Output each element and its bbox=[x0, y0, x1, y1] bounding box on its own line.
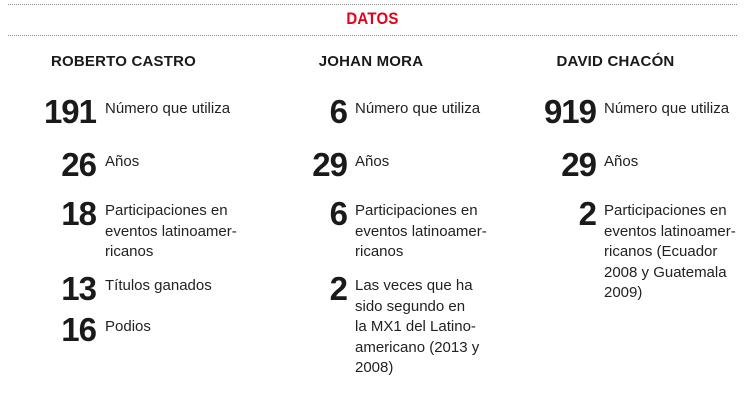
fact-text: Años bbox=[355, 153, 390, 170]
fact-number: 18 bbox=[61, 195, 97, 232]
top-dotted-rule bbox=[8, 4, 737, 5]
fact-text: Las veces que ha sido segundo en la MX1 … bbox=[355, 277, 480, 376]
fact-number: 26 bbox=[61, 146, 97, 183]
fact-text: Participaciones en eventos latinoamer- r… bbox=[105, 202, 237, 260]
fact-number: 2 bbox=[578, 195, 597, 232]
fact-text: Podios bbox=[105, 318, 151, 335]
fact-number: 6 bbox=[329, 93, 348, 130]
fact-number: 6 bbox=[329, 195, 348, 232]
fact-number: 919 bbox=[543, 93, 597, 130]
section-title: DATOS bbox=[346, 9, 399, 28]
fact-text: Años bbox=[604, 153, 639, 170]
fact-text: Años bbox=[105, 153, 140, 170]
person-name: ROBERTO CASTRO bbox=[50, 53, 197, 70]
bottom-dotted-rule bbox=[8, 35, 737, 36]
fact-text: Participaciones en eventos latinoamer- r… bbox=[355, 202, 487, 260]
fact-number: 191 bbox=[43, 93, 97, 130]
person-name: JOHAN MORA bbox=[318, 53, 424, 70]
fact-text: Número que utiliza bbox=[355, 100, 481, 117]
fact-number: 29 bbox=[561, 146, 597, 183]
fact-number: 29 bbox=[312, 146, 348, 183]
person-name: DAVID CHACÓN bbox=[556, 53, 675, 70]
fact-text: Número que utiliza bbox=[604, 100, 730, 117]
fact-number: 16 bbox=[61, 311, 97, 348]
fact-number: 2 bbox=[329, 270, 348, 307]
fact-text: Participaciones en eventos latinoamer- r… bbox=[604, 202, 736, 301]
fact-number: 13 bbox=[61, 270, 97, 307]
fact-text: Títulos ganados bbox=[105, 277, 212, 294]
fact-text: Número que utiliza bbox=[105, 100, 231, 117]
